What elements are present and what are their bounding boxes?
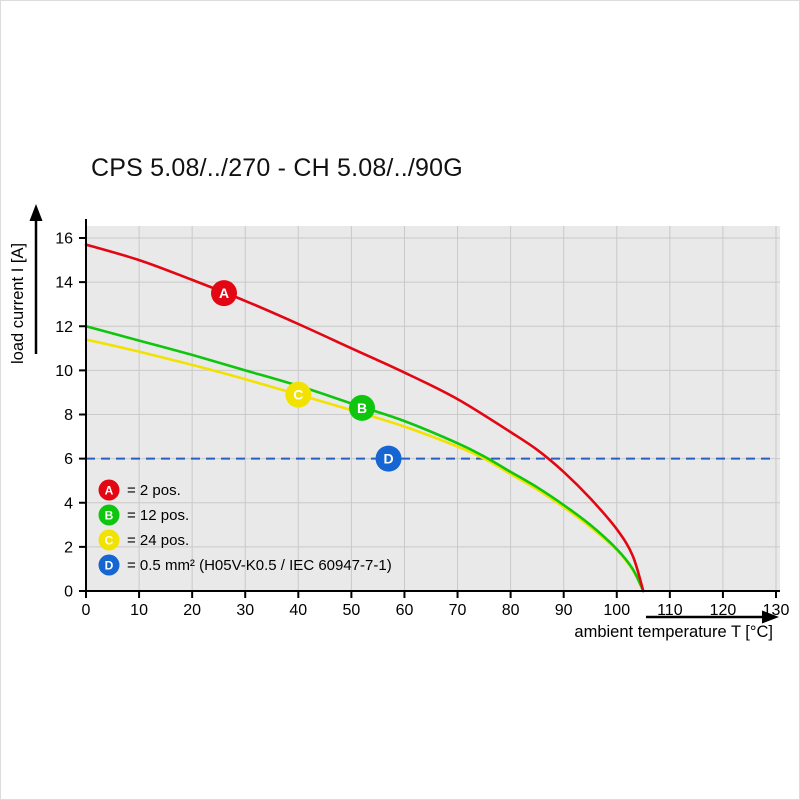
legend-marker-D-letter: D — [105, 558, 114, 572]
legend-marker-A — [98, 479, 120, 501]
marker-C-letter: C — [293, 387, 303, 403]
y-tick-label: 12 — [55, 319, 73, 336]
curve-A — [84, 243, 645, 593]
x-tick-label: 20 — [183, 602, 201, 619]
y-tick-label: 2 — [64, 539, 73, 556]
y-tick-label: 16 — [55, 231, 73, 248]
x-tick-label: 80 — [502, 602, 520, 619]
legend-marker-A-letter: A — [105, 483, 114, 497]
legend-marker-D — [98, 554, 120, 576]
legend-text-D: = 0.5 mm² (H05V-K0.5 / IEC 60947-7-1) — [127, 557, 392, 574]
legend-marker-C-letter: C — [105, 533, 114, 547]
legend-marker-B-letter: B — [105, 508, 114, 522]
marker-A — [211, 280, 237, 307]
x-tick-label: 70 — [449, 602, 467, 619]
x-tick-label: 40 — [289, 602, 307, 619]
y-tick-label: 14 — [55, 275, 73, 292]
x-tick-label: 100 — [603, 602, 630, 619]
legend-text-C: = 24 pos. — [127, 532, 189, 549]
marker-D — [375, 445, 402, 472]
y-axis-label: load current I [A] — [9, 242, 27, 364]
marker-B-letter: B — [357, 400, 367, 416]
x-tick-label: 60 — [396, 602, 414, 619]
x-tick-label: 0 — [82, 602, 91, 619]
marker-D-letter: D — [383, 451, 393, 467]
plot-area-background — [86, 226, 780, 591]
x-tick-label: 10 — [130, 602, 148, 619]
marker-C — [285, 381, 312, 408]
x-tick-label: 120 — [710, 602, 737, 619]
marker-A-letter: A — [219, 285, 229, 301]
legend-marker-B — [98, 504, 120, 526]
x-tick-label: 50 — [342, 602, 360, 619]
y-tick-label: 6 — [64, 451, 73, 468]
x-tick-label: 90 — [555, 602, 573, 619]
page-title: CPS 5.08/../270 - CH 5.08/../90G — [91, 154, 463, 182]
y-tick-label: 10 — [55, 363, 73, 380]
legend-marker-C — [98, 529, 120, 551]
x-axis-label: ambient temperature T [°C] — [574, 623, 773, 641]
x-axis-arrow-head — [762, 610, 779, 624]
y-tick-label: 8 — [64, 407, 73, 424]
y-tick-label: 0 — [64, 584, 73, 601]
y-tick-label: 4 — [64, 495, 73, 512]
x-tick-label: 30 — [236, 602, 254, 619]
legend-text-B: = 12 pos. — [127, 507, 189, 524]
curve-B — [84, 325, 645, 593]
x-tick-label: 110 — [657, 602, 683, 619]
marker-B — [349, 394, 375, 421]
legend-text-A: = 2 pos. — [127, 482, 181, 499]
y-axis-arrow-head — [29, 204, 43, 221]
